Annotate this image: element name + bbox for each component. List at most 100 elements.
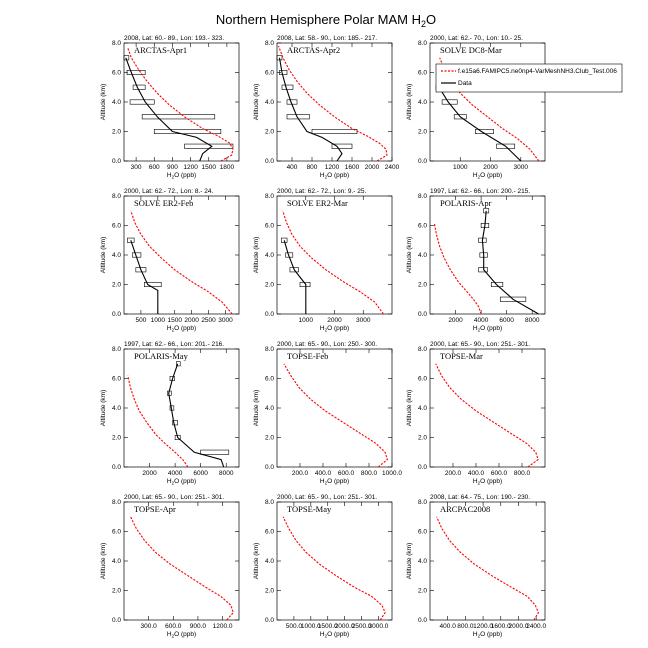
x-tick-label: 8000: [219, 470, 234, 477]
data-range-box: [496, 143, 516, 149]
x-tick-label: 3000: [514, 164, 529, 171]
x-tick-label: 8000: [525, 317, 540, 324]
panel-header: 2000, Lat: 62.- 72., Lon: 8.- 24.: [124, 188, 213, 195]
y-tick-label: 0.0: [265, 617, 274, 624]
data-range-box: [135, 267, 147, 273]
x-tick-label: 1000: [151, 317, 166, 324]
x-axis-label: H2O (ppb): [320, 478, 349, 486]
x-tick-label: 900.0: [190, 623, 207, 630]
x-tick-label: 2000.0: [509, 623, 529, 630]
plot-frame: [429, 42, 546, 162]
y-tick-label: 2.0: [265, 282, 274, 289]
data-range-box: [153, 129, 222, 135]
y-axis-label: Altitude (km): [100, 543, 107, 579]
x-tick-label: 1500.0: [318, 623, 338, 630]
x-axis-label: H2O (ppb): [320, 631, 349, 639]
x-axis-label: H2O (ppb): [473, 478, 502, 486]
plot-frame: [429, 348, 546, 468]
panel-header: 2000, Lat: 62.- 72., Lon: 9.- 25.: [277, 188, 366, 195]
panel-header: 1997, Lat: 62.- 66., Lon: 201.- 216.: [124, 341, 224, 348]
y-axis-label: Altitude (km): [253, 237, 260, 273]
data-range-box: [132, 84, 146, 90]
x-tick-label: 1800: [220, 164, 235, 171]
y-tick-label: 6.0: [418, 529, 427, 536]
data-range-box: [172, 420, 178, 426]
y-tick-label: 0.0: [418, 464, 427, 471]
y-tick-label: 8.0: [112, 499, 121, 506]
x-tick-label: 1200.0: [213, 623, 233, 630]
plot-frame: [276, 195, 393, 315]
y-tick-label: 4.0: [418, 558, 427, 565]
data-range-box: [478, 267, 488, 273]
x-tick-label: 800.0: [514, 470, 531, 477]
x-tick-label: 2000: [448, 317, 463, 324]
panel-1: 2008, Lat: 60.- 89., Lon: 193.- 323. ARCT…: [100, 35, 240, 180]
x-axis-label: H2O (ppb): [473, 172, 502, 180]
panel-7: 1997, Lat: 62.- 66., Lon: 201.- 216. POLA…: [100, 341, 240, 486]
x-axis-label: H2O (ppb): [167, 325, 196, 333]
y-axis-label: Altitude (km): [406, 390, 413, 426]
model-line: [283, 363, 389, 468]
y-tick-label: 4.0: [418, 252, 427, 259]
x-axis-label: H2O (ppb): [167, 478, 196, 486]
y-tick-label: 6.0: [112, 529, 121, 536]
panel-title: TOPSE-May: [287, 504, 332, 514]
y-tick-label: 6.0: [265, 376, 274, 383]
panel-header: 2008, Lat: 64.- 75., Lon: 190.- 230.: [430, 494, 530, 501]
x-tick-label: 400.0: [468, 470, 485, 477]
x-tick-label: 4000: [168, 470, 183, 477]
x-tick-label: 1500: [202, 164, 217, 171]
x-tick-label: 600.0: [491, 470, 508, 477]
panel-title: ARCTAS-Apr2: [287, 45, 340, 55]
x-tick-label: 6000: [499, 317, 514, 324]
model-line: [127, 47, 234, 162]
y-tick-label: 4.0: [112, 99, 121, 106]
x-tick-label: 1200: [183, 164, 198, 171]
y-tick-label: 4.0: [112, 405, 121, 412]
panel-12: 2008, Lat: 64.- 75., Lon: 190.- 230. ARCP…: [406, 494, 546, 639]
panel-title: SOLVE ER2-Mar: [287, 198, 348, 208]
x-tick-label: 2000: [142, 470, 157, 477]
y-axis-label: Altitude (km): [253, 543, 260, 579]
x-tick-label: 1200.0: [473, 623, 493, 630]
y-tick-label: 0.0: [112, 617, 121, 624]
panel-grid: 2008, Lat: 60.- 89., Lon: 193.- 323. ARCT…: [100, 35, 546, 639]
x-tick-label: 600: [149, 164, 160, 171]
y-tick-label: 8.0: [265, 499, 274, 506]
y-tick-label: 0.0: [112, 464, 121, 471]
legend-model-label: f.e15a6.FAMIPC5.ne0np4-VarMeshNH3.Club_T…: [458, 68, 617, 75]
y-tick-label: 2.0: [265, 588, 274, 595]
y-tick-label: 2.0: [265, 129, 274, 136]
model-line: [433, 222, 482, 315]
legend: f.e15a6.FAMIPC5.ne0np4-VarMeshNH3.Club_T…: [435, 63, 623, 93]
x-tick-label: 2400.0: [526, 623, 546, 630]
x-axis-label: H2O (ppb): [167, 631, 196, 639]
data-range-box: [491, 281, 504, 287]
data-range-box: [299, 281, 311, 287]
y-tick-label: 4.0: [265, 558, 274, 565]
y-tick-label: 4.0: [265, 405, 274, 412]
plot-frame: [123, 195, 240, 315]
y-tick-label: 6.0: [265, 529, 274, 536]
y-tick-label: 6.0: [265, 70, 274, 77]
plot-frame: [276, 42, 393, 162]
x-tick-label: 1200: [325, 164, 340, 171]
y-tick-label: 2.0: [418, 588, 427, 595]
y-tick-label: 4.0: [112, 252, 121, 259]
x-tick-label: 300.0: [141, 623, 158, 630]
x-tick-label: 1000: [453, 164, 468, 171]
x-tick-label: 2000: [184, 317, 199, 324]
x-tick-label: 1000.0: [301, 623, 321, 630]
y-tick-label: 0.0: [265, 158, 274, 165]
data-range-box: [126, 70, 146, 76]
model-line: [130, 210, 233, 315]
panel-title: POLARIS-May: [134, 351, 189, 361]
y-tick-label: 8.0: [418, 193, 427, 200]
y-tick-label: 4.0: [112, 558, 121, 565]
panel-11: 2000, Lat: 65.- 90., Lon: 251.- 301. TOPS…: [253, 494, 393, 639]
data-line: [283, 240, 307, 314]
x-tick-label: 2000: [327, 317, 342, 324]
y-tick-label: 6.0: [418, 376, 427, 383]
data-line: [168, 363, 225, 468]
y-tick-label: 4.0: [265, 99, 274, 106]
